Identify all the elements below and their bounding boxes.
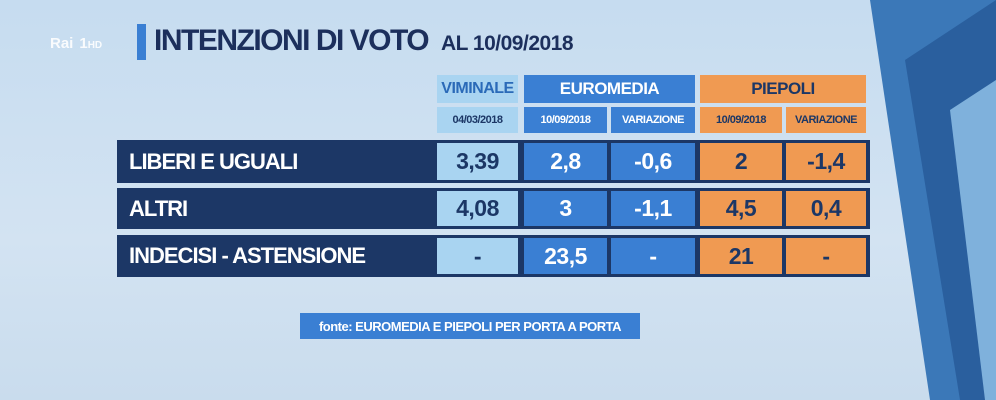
subtitle: AL 10/09/2018 (440, 32, 574, 55)
value-cell: -0,6 (611, 143, 695, 180)
group-header: PIEPOLI (700, 75, 866, 103)
value-cell: 4,08 (437, 191, 518, 226)
title: INTENZIONI DI VOTO AL 10/09/2018 (154, 24, 574, 58)
logo-hd: HD (87, 40, 103, 51)
group-header: VIMINALE (437, 75, 518, 103)
source: fonte: EUROMEDIA E PIEPOLI PER PORTA A P… (300, 313, 640, 339)
group-header: EUROMEDIA (524, 75, 695, 103)
column-header: VARIAZIONE (611, 107, 695, 133)
value-cell: - (786, 238, 866, 274)
row-label: LIBERI E UGUALI (129, 148, 298, 174)
value-cell: 21 (700, 238, 782, 274)
logo-brand: Rai (50, 35, 74, 52)
column-header: 10/09/2018 (700, 107, 782, 133)
title-bar (137, 24, 146, 60)
logo: Rai 1 HD (50, 35, 102, 52)
column-header: 10/09/2018 (524, 107, 607, 133)
deco-band (950, 80, 996, 400)
value-cell: 0,4 (786, 191, 866, 226)
value-cell: 4,5 (700, 191, 782, 226)
row-label: INDECISI - ASTENSIONE (129, 243, 366, 268)
column-header: VARIAZIONE (786, 107, 866, 133)
value-cell: 2 (700, 143, 782, 180)
value-cell: -1,4 (786, 143, 866, 180)
value-cell: 3,39 (437, 143, 518, 180)
row-label: ALTRI (129, 195, 188, 221)
value-cell: - (611, 238, 695, 274)
column-header: 04/03/2018 (437, 107, 518, 133)
logo-channel: 1 (79, 35, 88, 52)
value-cell: - (437, 238, 518, 274)
value-cell: 23,5 (524, 238, 607, 274)
title-text: INTENZIONI DI VOTO (154, 24, 430, 57)
value-cell: -1,1 (611, 191, 695, 226)
value-cell: 3 (524, 191, 607, 226)
value-cell: 2,8 (524, 143, 607, 180)
